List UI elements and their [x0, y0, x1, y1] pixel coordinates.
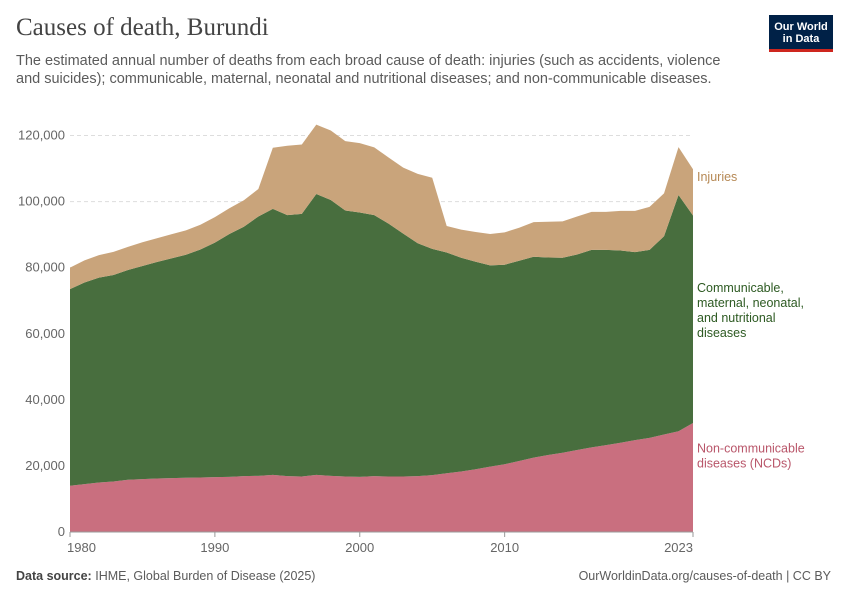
footer-url[interactable]: OurWorldinData.org/causes-of-death | CC …	[578, 569, 831, 583]
axes: 0 20,000 40,000 60,000 80,000 100,000 120,000 1…	[18, 128, 694, 555]
data-source-label: Data source:	[16, 569, 92, 583]
stacked-areas	[70, 124, 693, 532]
logo-line-2: in Data	[782, 33, 820, 45]
series-label-1[interactable]: maternal, neonatal,	[697, 296, 804, 310]
y-tick-label: 20,000	[25, 458, 65, 473]
y-tick-label: 100,000	[18, 194, 65, 209]
y-tick-label: 0	[58, 524, 65, 539]
series-label-0[interactable]: diseases (NCDs)	[697, 457, 791, 471]
y-tick-label: 60,000	[25, 326, 65, 341]
data-source: Data source: IHME, Global Burden of Dise…	[16, 569, 315, 583]
chart-subtitle: The estimated annual number of deaths fr…	[16, 53, 721, 87]
x-tick-label: 2010	[490, 540, 519, 555]
logo-line-1: Our World	[774, 21, 828, 33]
area-series-0[interactable]	[70, 422, 693, 532]
y-tick-label: 120,000	[18, 128, 65, 143]
chart-title: Causes of death, Burundi	[16, 14, 269, 41]
area-series-2[interactable]	[70, 124, 693, 290]
series-label-0[interactable]: Non-communicable	[697, 442, 805, 456]
series-label-1[interactable]: Communicable,	[697, 281, 784, 295]
owid-logo[interactable]: Our World in Data	[769, 15, 833, 52]
area-series-1[interactable]	[70, 194, 693, 486]
series-label-2[interactable]: Injuries	[697, 170, 737, 184]
x-tick-label: 1990	[200, 540, 229, 555]
x-tick-label: 2000	[345, 540, 374, 555]
y-tick-label: 40,000	[25, 392, 65, 407]
series-label-1[interactable]: diseases	[697, 326, 746, 340]
x-tick-label: 1980	[67, 540, 96, 555]
x-tick-label: 2023	[664, 540, 693, 555]
y-tick-label: 80,000	[25, 260, 65, 275]
chart-area: 0 20,000 40,000 60,000 80,000 100,000 120,000 1…	[18, 124, 805, 555]
series-label-1[interactable]: and nutritional	[697, 311, 776, 325]
data-source-text: IHME, Global Burden of Disease (2025)	[95, 569, 316, 583]
logo-accent-bar	[769, 49, 833, 52]
